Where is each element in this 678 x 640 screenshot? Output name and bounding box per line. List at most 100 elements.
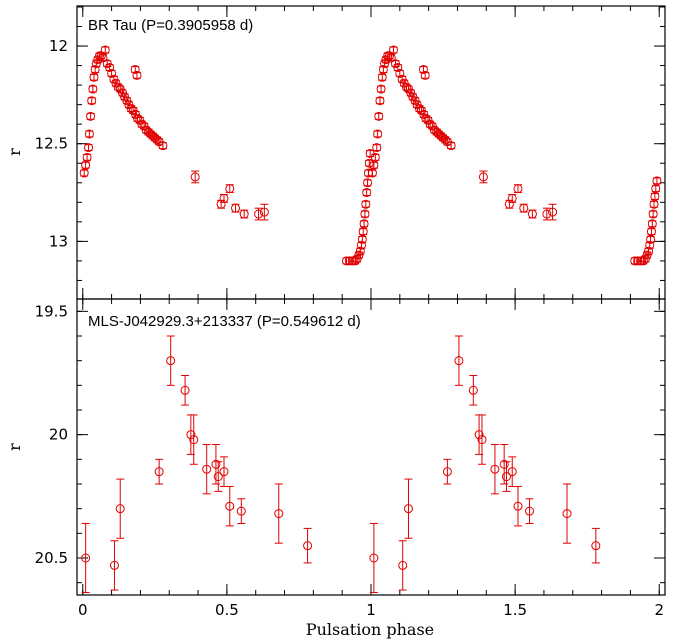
x-axis-label: Pulsation phase — [306, 620, 434, 639]
data-marker — [211, 459, 221, 469]
y-tick-label: 20.5 — [35, 549, 68, 567]
data-point — [501, 461, 511, 492]
data-marker — [225, 501, 235, 511]
data-marker — [109, 560, 119, 570]
data-point — [490, 444, 500, 495]
data-marker — [90, 64, 100, 74]
data-point — [180, 374, 190, 406]
data-marker — [362, 188, 372, 198]
data-marker — [91, 59, 101, 69]
data-marker — [355, 246, 365, 256]
data-marker — [648, 209, 658, 219]
data-point — [100, 45, 110, 55]
data-marker — [446, 141, 456, 151]
data-marker — [152, 135, 162, 145]
data-marker — [130, 64, 140, 74]
data-point — [239, 209, 249, 219]
data-marker — [420, 70, 430, 80]
data-marker — [107, 68, 117, 78]
data-marker — [507, 467, 517, 477]
data-point — [651, 184, 661, 194]
data-marker — [186, 430, 196, 440]
data-point — [373, 129, 383, 139]
y-tick-label: 19.5 — [35, 302, 68, 320]
data-marker — [636, 256, 645, 266]
data-point — [89, 72, 99, 82]
data-marker — [354, 250, 364, 260]
data-point — [361, 199, 371, 209]
data-marker — [378, 64, 388, 74]
data-point — [507, 456, 517, 487]
panel-br-tau: BR Tau (P=0.3905958 d) 12 12.5 13 r — [5, 5, 666, 300]
data-marker — [501, 472, 511, 482]
data-marker — [525, 506, 535, 516]
data-marker — [645, 240, 655, 250]
data-marker — [219, 467, 229, 477]
data-point — [398, 540, 408, 591]
data-point — [648, 209, 658, 219]
data-marker — [440, 135, 450, 145]
data-marker — [236, 506, 246, 516]
data-point — [647, 219, 657, 229]
data-marker — [401, 82, 411, 92]
data-point — [154, 458, 164, 485]
data-marker — [421, 113, 431, 123]
data-marker — [374, 111, 384, 121]
data-point — [369, 522, 379, 594]
data-marker — [468, 385, 478, 395]
data-point — [542, 207, 552, 221]
data-point — [370, 152, 380, 162]
data-marker — [158, 141, 168, 151]
data-marker — [87, 96, 97, 106]
data-marker — [478, 172, 488, 182]
data-marker — [86, 111, 96, 121]
data-point — [367, 168, 377, 178]
data-point — [377, 72, 387, 82]
x-tick-label: 0 — [78, 601, 88, 619]
data-marker — [137, 119, 147, 129]
data-marker — [507, 193, 517, 203]
data-point — [420, 70, 430, 80]
y-axis-label: r — [5, 443, 24, 451]
x-tick-label: 1 — [366, 601, 376, 619]
data-marker — [216, 199, 226, 209]
x-tick-label: 1.5 — [503, 601, 527, 619]
data-marker — [442, 467, 452, 477]
data-point — [646, 234, 656, 244]
data-point — [454, 335, 464, 386]
panel-mls: MLS-J042929.3+213337 (P=0.549612 d) 19.5… — [5, 298, 666, 619]
data-marker — [84, 129, 94, 139]
data-point — [81, 160, 91, 170]
data-marker — [361, 199, 371, 209]
data-marker — [630, 256, 640, 266]
data-point — [477, 414, 487, 465]
data-point — [303, 527, 313, 564]
data-point — [363, 178, 373, 188]
panel-title-mls: MLS-J042929.3+213337 (P=0.549612 d) — [88, 313, 361, 330]
data-marker — [202, 464, 212, 474]
data-marker — [504, 199, 514, 209]
data-marker — [403, 504, 413, 514]
data-marker — [360, 209, 370, 219]
data-marker — [81, 553, 91, 563]
data-marker — [393, 63, 403, 73]
data-point — [158, 141, 168, 151]
data-marker — [133, 113, 143, 123]
data-marker — [490, 464, 500, 474]
data-marker — [513, 501, 523, 511]
data-marker — [347, 256, 357, 266]
data-marker — [380, 59, 390, 69]
data-point — [109, 540, 119, 591]
data-marker — [418, 64, 428, 74]
data-marker — [548, 207, 558, 217]
data-marker — [477, 435, 487, 445]
data-marker — [225, 184, 235, 194]
y-tick-label: 12 — [49, 37, 68, 55]
data-point — [372, 143, 382, 153]
data-point — [364, 158, 374, 168]
data-marker — [640, 254, 650, 264]
data-marker — [239, 209, 249, 219]
data-point — [421, 113, 431, 123]
data-marker — [425, 119, 435, 129]
